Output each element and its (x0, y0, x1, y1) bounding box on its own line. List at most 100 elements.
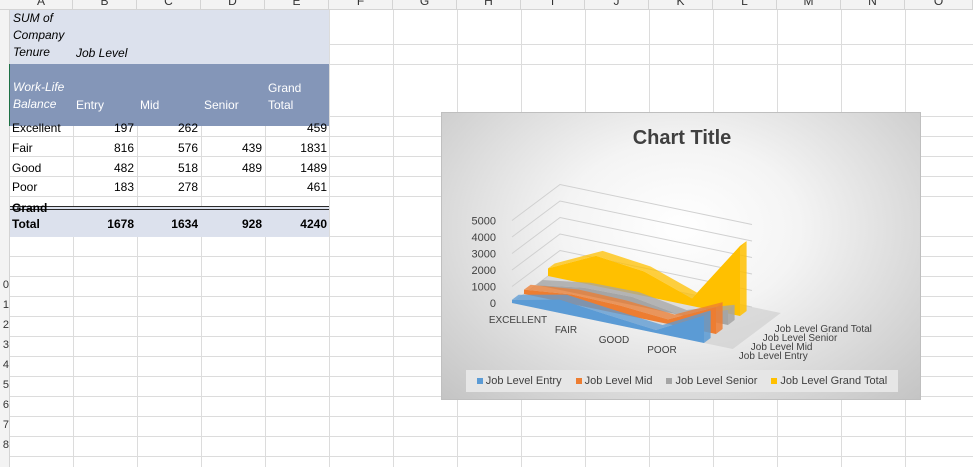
depth-axis-label: Job Level Mid (751, 342, 813, 353)
row-label-fair[interactable]: Fair (12, 141, 33, 155)
column-header-c[interactable]: C (137, 0, 201, 9)
header-entry[interactable]: Entry (76, 98, 105, 112)
legend-item[interactable]: Job Level Senior (666, 375, 757, 387)
series-area-top (512, 294, 711, 330)
row-number[interactable]: 7 (2, 419, 9, 431)
depth-axis-label: Job Level Grand Total (775, 324, 872, 335)
legend-label: Job Level Entry (485, 375, 562, 387)
series-end-cap (704, 310, 711, 343)
gridline (511, 183, 753, 225)
grand-total-senior[interactable]: 928 (241, 217, 262, 231)
grid-vline (329, 10, 330, 467)
grid-hline (10, 436, 973, 437)
gridline (511, 200, 753, 242)
legend-item[interactable]: Job Level Entry (476, 375, 562, 387)
row-number[interactable]: 4 (2, 359, 9, 371)
header-grand-total-line-1[interactable]: Grand (268, 81, 302, 95)
series-end-cap (740, 241, 747, 316)
row-number[interactable]: 2 (2, 319, 9, 331)
grand-total-label-line-1[interactable]: Grand (12, 201, 48, 215)
column-header-k[interactable]: K (649, 0, 713, 9)
chart-title[interactable]: Chart Title (632, 127, 732, 149)
series-area-top (536, 280, 735, 315)
legend-swatch (476, 378, 483, 384)
column-header-a[interactable]: A (10, 0, 73, 9)
column-header-n[interactable]: N (841, 0, 905, 9)
cell-poor-entry[interactable]: 183 (113, 180, 134, 194)
column-header-m[interactable]: M (777, 0, 841, 9)
header-grand-total-line-2[interactable]: Total (268, 98, 294, 112)
cell-good-total[interactable]: 1489 (300, 161, 327, 175)
row-number[interactable]: 5 (2, 379, 9, 391)
column-header-f[interactable]: F (329, 0, 393, 9)
grid-vline (137, 10, 138, 467)
column-header-j[interactable]: J (585, 0, 649, 9)
cell-fair-total[interactable]: 1831 (300, 141, 327, 155)
row-field-line-2[interactable]: Balance (13, 97, 57, 111)
row-field-line-1[interactable]: Work-Life (13, 80, 65, 94)
x-category-label: GOOD (599, 335, 630, 346)
grand-total-mid[interactable]: 1634 (171, 217, 198, 231)
chart-plot-svg[interactable]: 0 1000 2000 3000 4000 5000 EXCELLENT FAIR GOOD PO… (442, 113, 922, 401)
chart-legend[interactable]: Job Level Entry Job Level Mid Job Level Se… (466, 370, 898, 392)
legend-label: Job Level Mid (584, 375, 653, 387)
cell-excellent-mid[interactable]: 262 (177, 121, 198, 135)
column-header-g[interactable]: G (393, 0, 457, 9)
y-tick-label: 2000 (472, 265, 496, 277)
column-header-b[interactable]: B (73, 0, 137, 9)
row-number[interactable]: 6 (2, 399, 9, 411)
legend-label: Job Level Senior (675, 375, 758, 387)
cell-fair-mid[interactable]: 576 (177, 141, 198, 155)
column-header-i[interactable]: I (521, 0, 585, 9)
cell-fair-entry[interactable]: 816 (113, 141, 134, 155)
grand-total-row (10, 206, 329, 237)
legend-item[interactable]: Job Level Mid (575, 375, 653, 387)
column-header-d[interactable]: D (201, 0, 265, 9)
series-area-top (524, 284, 723, 320)
cell-excellent-total[interactable]: 459 (306, 121, 327, 135)
header-senior[interactable]: Senior (204, 98, 239, 112)
legend-swatch (575, 378, 582, 384)
cell-excellent-entry[interactable]: 197 (113, 121, 134, 135)
cell-good-senior[interactable]: 489 (241, 161, 262, 175)
grid-vline (393, 10, 394, 467)
grand-total-total[interactable]: 4240 (300, 217, 327, 231)
row-number[interactable]: 0 (2, 279, 9, 291)
y-tick-label: 3000 (472, 249, 496, 261)
series-area-top (548, 241, 747, 299)
column-header-e[interactable]: E (265, 0, 329, 9)
column-field-label[interactable]: Job Level (76, 46, 128, 60)
cell-fair-senior[interactable]: 439 (241, 141, 262, 155)
cell-poor-total[interactable]: 461 (306, 180, 327, 194)
column-header-h[interactable]: H (457, 0, 521, 9)
series-area (512, 299, 704, 343)
row-number[interactable]: 1 (2, 299, 9, 311)
grid-vline (265, 10, 266, 467)
cell-good-entry[interactable]: 482 (113, 161, 134, 175)
value-field-line-1[interactable]: SUM of (13, 11, 54, 25)
grid-hline (10, 456, 973, 457)
gridline (511, 249, 753, 291)
depth-axis-label: Job Level Entry (739, 351, 808, 362)
gridline (511, 233, 753, 275)
row-label-poor[interactable]: Poor (12, 180, 38, 194)
cell-good-mid[interactable]: 518 (177, 161, 198, 175)
row-number[interactable]: 3 (2, 339, 9, 351)
cell-poor-mid[interactable]: 278 (177, 180, 198, 194)
chart-area[interactable]: 0 1000 2000 3000 4000 5000 EXCELLENT FAIR GOOD PO… (441, 112, 921, 400)
value-field-line-2[interactable]: Company (13, 28, 65, 42)
grand-total-entry[interactable]: 1678 (107, 217, 134, 231)
pivot-header-area (10, 10, 329, 64)
grid-hline (10, 44, 973, 45)
header-mid[interactable]: Mid (140, 98, 160, 112)
x-category-label: POOR (647, 345, 676, 356)
grid-vline (73, 10, 74, 467)
row-label-good[interactable]: Good (12, 161, 42, 175)
legend-item[interactable]: Job Level Grand Total (771, 375, 887, 387)
column-header-l[interactable]: L (713, 0, 777, 9)
grand-total-label-line-2[interactable]: Total (12, 217, 40, 231)
column-header-o[interactable]: O (905, 0, 973, 9)
row-number[interactable]: 8 (2, 439, 9, 451)
row-label-excellent[interactable]: Excellent (12, 121, 61, 135)
value-field-line-3[interactable]: Tenure (13, 45, 50, 59)
